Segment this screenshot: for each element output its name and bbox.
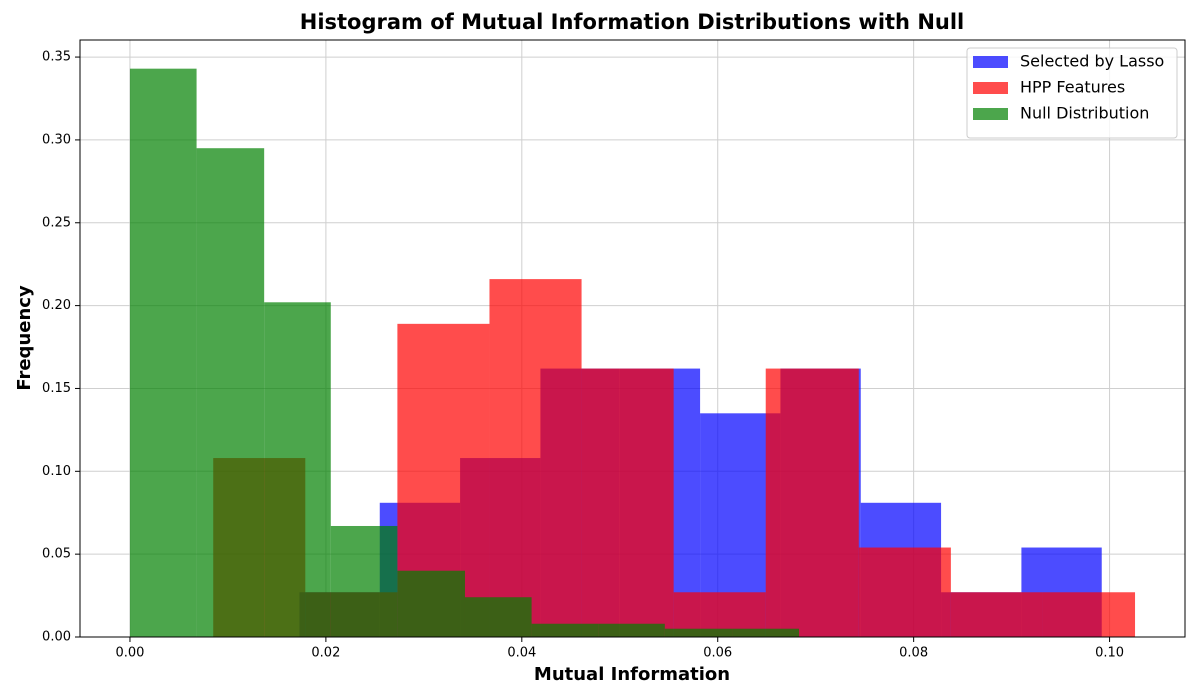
histogram-bar xyxy=(129,68,197,637)
histogram-bar xyxy=(489,279,582,637)
bars xyxy=(129,68,1136,637)
y-tick-label: 0.20 xyxy=(42,298,71,313)
histogram-bar xyxy=(858,547,951,637)
histogram-bar xyxy=(765,368,859,637)
histogram-bar xyxy=(464,597,532,637)
histogram-bar xyxy=(397,570,465,637)
legend-swatch xyxy=(973,82,1008,94)
y-tick-label: 0.00 xyxy=(42,630,71,645)
histogram-bar xyxy=(330,525,398,637)
x-tick-label: 0.00 xyxy=(115,646,144,661)
y-tick-label: 0.35 xyxy=(42,50,71,65)
y-tick-label: 0.25 xyxy=(42,215,71,230)
plot-frame xyxy=(79,39,1186,638)
chart-title: Histogram of Mutual Information Distribu… xyxy=(300,10,965,34)
x-tick-label: 0.02 xyxy=(311,646,340,661)
y-tick-label: 0.15 xyxy=(42,381,71,396)
x-tick-label: 0.06 xyxy=(703,646,732,661)
histogram-bar xyxy=(950,592,1043,637)
y-tick-label: 0.10 xyxy=(42,464,71,479)
ticks: 0.00 0.02 0.04 0.06 0.08 0.10 0.00 0.05 0.10 0.15… xyxy=(42,50,1124,661)
histogram-bar xyxy=(264,302,331,637)
legend-swatch xyxy=(973,56,1008,68)
histogram-bar xyxy=(732,628,800,637)
histogram-bar xyxy=(664,628,733,637)
y-tick-label: 0.30 xyxy=(42,132,71,147)
x-tick-label: 0.10 xyxy=(1095,646,1124,661)
legend: Selected by Lasso HPP Features Null Distri… xyxy=(966,47,1178,139)
legend-label: HPP Features xyxy=(1020,78,1125,97)
x-axis-label: Mutual Information xyxy=(534,664,730,685)
x-tick-label: 0.04 xyxy=(507,646,536,661)
legend-label: Selected by Lasso xyxy=(1020,52,1164,71)
histogram-bar xyxy=(531,623,599,637)
x-tick-label: 0.08 xyxy=(899,646,928,661)
histogram-bar xyxy=(598,623,665,637)
legend-label: Null Distribution xyxy=(1020,104,1149,123)
legend-box xyxy=(966,47,1178,139)
y-axis-label: Frequency xyxy=(14,285,35,391)
y-tick-label: 0.05 xyxy=(42,547,71,562)
legend-swatch xyxy=(973,108,1008,120)
histogram-bar xyxy=(1042,592,1136,637)
histogram-bar xyxy=(196,148,265,637)
histogram-bar xyxy=(581,368,674,637)
